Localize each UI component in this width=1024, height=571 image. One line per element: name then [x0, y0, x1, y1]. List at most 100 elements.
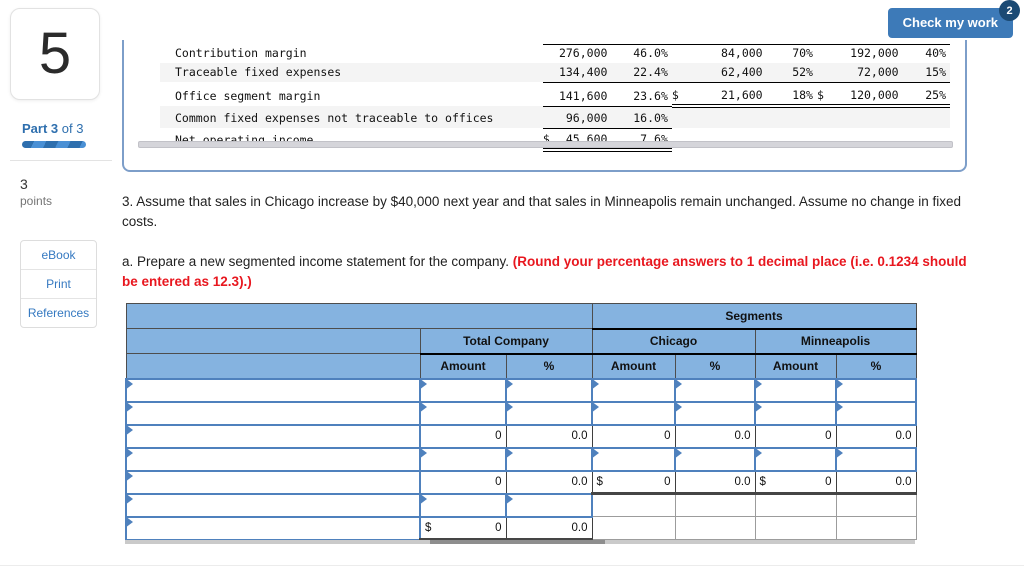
cell-value: 134,400 — [542, 63, 612, 83]
cell-value: 22.4% — [611, 63, 672, 83]
cell-amount: 120,000 — [850, 87, 899, 102]
cell-value: 72,000 — [816, 63, 903, 83]
answer-input-cell[interactable] — [505, 446, 593, 472]
answer-input-cell[interactable] — [674, 446, 756, 472]
answer-input-cell[interactable] — [591, 400, 676, 426]
part-indicator-bold: Part 3 — [22, 121, 59, 136]
sidebar-divider — [10, 160, 112, 161]
answer-input-cell[interactable] — [754, 400, 837, 426]
answer-input-cell[interactable] — [591, 377, 676, 403]
answer-input-label[interactable] — [125, 469, 421, 495]
cell-value: 276,000 — [558, 46, 608, 61]
page-bottom-divider — [0, 565, 1024, 566]
horizontal-scrollbar[interactable] — [138, 141, 953, 148]
answer-input-cell[interactable] — [419, 446, 507, 472]
header-amount: Amount — [591, 353, 676, 379]
resource-tools: eBook Print References — [20, 240, 97, 328]
table-row — [125, 446, 917, 472]
answer-input-cell[interactable] — [505, 377, 593, 403]
table-row: Common fixed expenses not traceable to o… — [160, 106, 950, 129]
computed-percent: 0.0 — [835, 424, 917, 448]
scrollbar-thumb[interactable] — [430, 540, 605, 544]
table-row — [160, 40, 950, 45]
answer-input-cell[interactable] — [754, 446, 837, 472]
cell-value: $21,600 — [671, 82, 767, 108]
cell-value: 96,000 — [542, 106, 612, 129]
computed-amount: $0 — [419, 516, 507, 541]
answer-input-cell[interactable] — [754, 377, 837, 403]
table-row: 0 0.0 $0 0.0 $0 0.0 — [125, 469, 917, 495]
part-indicator-rest: of 3 — [58, 121, 84, 136]
question-sub-a-instruction: (Round your percentage answers to 1 deci… — [122, 253, 967, 289]
part-indicator: Part 3 of 3 — [22, 121, 83, 136]
points-value: 3 — [20, 176, 28, 192]
answer-input-cell[interactable] — [835, 377, 917, 403]
question-number: 5 — [38, 21, 72, 86]
cell-amount: 0 — [825, 475, 832, 488]
answer-input-cell[interactable] — [591, 446, 676, 472]
table-row — [125, 492, 917, 518]
answer-input-label[interactable] — [125, 377, 421, 403]
answer-input-cell[interactable] — [674, 377, 756, 403]
header-amount: Amount — [754, 353, 837, 379]
answer-input-cell[interactable] — [419, 492, 507, 518]
print-button[interactable]: Print — [21, 269, 96, 298]
currency-symbol: $ — [671, 87, 679, 102]
horizontal-scrollbar[interactable] — [125, 540, 915, 544]
row-label: Contribution margin — [175, 46, 307, 60]
cell-value: 62,400 — [671, 63, 767, 83]
table-row — [125, 377, 917, 403]
table-header-row: Segments — [125, 303, 917, 330]
cell-value: 25% — [902, 82, 950, 108]
cell-amount: 0 — [495, 521, 502, 534]
attempts-badge: 2 — [999, 0, 1020, 21]
answer-input-label[interactable] — [125, 446, 421, 472]
question-sub-a-text: a. Prepare a new segmented income statem… — [122, 253, 513, 269]
references-button[interactable]: References — [21, 298, 96, 327]
check-my-work-button[interactable]: Check my work 2 — [887, 0, 1020, 38]
answer-input-cell[interactable] — [505, 492, 593, 518]
cell-value: $45,600 — [542, 128, 612, 152]
disabled-cell — [674, 493, 756, 517]
cell-value: 40% — [925, 46, 946, 61]
disabled-cell — [835, 493, 917, 517]
answer-input-label[interactable] — [125, 515, 421, 541]
answer-input-cell[interactable] — [835, 446, 917, 472]
computed-amount: 0 — [419, 424, 507, 448]
table-row: Contribution margin 276,000 46.0% 84,000… — [160, 44, 950, 63]
computed-percent: 0.0 — [505, 424, 593, 448]
question-text-block: 3. Assume that sales in Chicago increase… — [122, 192, 984, 292]
computed-amount: 0 — [754, 424, 837, 448]
answer-input-cell[interactable] — [674, 400, 756, 426]
disabled-cell — [835, 516, 917, 540]
answer-input-cell[interactable] — [419, 400, 507, 426]
table-header-row: Amount % Amount % Amount % — [125, 353, 917, 379]
ebook-button[interactable]: eBook — [21, 241, 96, 269]
computed-percent: 0.0 — [505, 516, 593, 541]
cell-value: 15% — [902, 63, 950, 83]
computed-amount: $0 — [754, 470, 837, 495]
header-spacer — [125, 353, 421, 379]
cell-value: 46.0% — [633, 46, 668, 61]
table-row: Office segment margin 141,600 23.6% $21,… — [160, 82, 950, 108]
answer-input-label[interactable] — [125, 492, 421, 518]
cell-value: 52% — [766, 63, 817, 83]
cell-amount: 21,600 — [721, 87, 763, 102]
answer-input-label[interactable] — [125, 423, 421, 449]
header-segments: Segments — [591, 303, 917, 330]
row-label: Traceable fixed expenses — [160, 63, 543, 82]
disabled-cell — [754, 493, 837, 517]
disabled-cell — [591, 493, 676, 517]
answer-input-cell[interactable] — [835, 400, 917, 426]
table-row: Traceable fixed expenses 134,400 22.4% 6… — [160, 63, 950, 83]
table-row: $0 0.0 — [125, 515, 917, 541]
answer-input-cell[interactable] — [419, 377, 507, 403]
cell-value: 70% — [792, 46, 813, 61]
question-intro: 3. Assume that sales in Chicago increase… — [122, 194, 962, 230]
answer-input-cell[interactable] — [505, 400, 593, 426]
header-minneapolis: Minneapolis — [754, 328, 917, 355]
computed-percent: 0.0 — [674, 470, 756, 495]
cell-value: 18% — [766, 82, 817, 108]
answer-input-label[interactable] — [125, 400, 421, 426]
table-row: 0 0.0 0 0.0 0 0.0 — [125, 423, 917, 449]
